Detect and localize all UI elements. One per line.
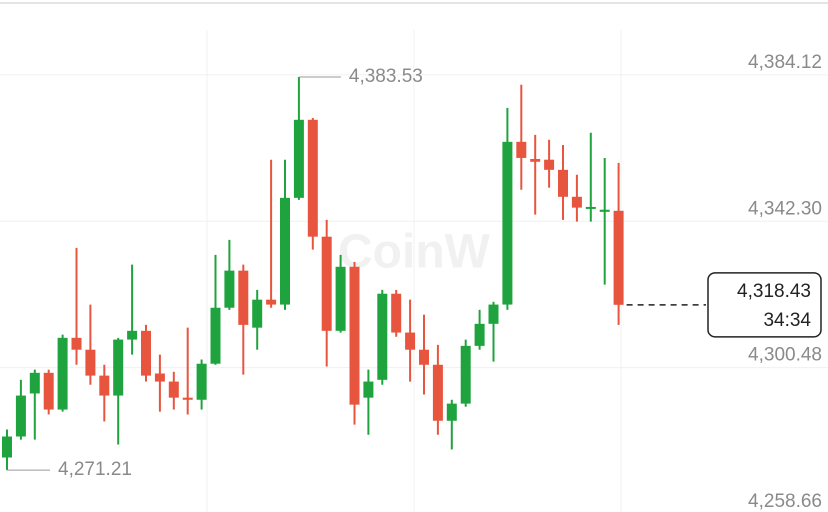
candle-body — [419, 349, 429, 365]
candle-body — [224, 270, 235, 308]
y-tick-label: 4,342.30 — [748, 198, 822, 219]
candle-body — [363, 381, 374, 398]
last-price-box — [707, 272, 822, 338]
candle-body — [15, 395, 26, 437]
candle-body — [85, 349, 96, 376]
candle-body — [502, 141, 513, 305]
max-marker-label: 4,383.53 — [349, 66, 423, 87]
candle-body — [196, 363, 207, 400]
candle-body — [571, 196, 582, 208]
candle-body — [446, 403, 457, 421]
candle-body — [71, 337, 82, 350]
candle-body — [335, 266, 346, 331]
candle-body — [599, 209, 610, 212]
candle-body — [29, 372, 40, 394]
candle-body — [113, 339, 124, 396]
candle-body — [127, 330, 138, 340]
candle-body — [585, 206, 596, 209]
last-price-label: 4,318.43 — [737, 281, 811, 302]
candle-body — [460, 345, 471, 404]
candle-body — [252, 299, 263, 328]
candle-body — [238, 270, 249, 325]
candle-body — [99, 375, 110, 396]
candle-body — [488, 304, 499, 324]
candle-body — [405, 332, 416, 350]
candle-body — [210, 307, 221, 364]
candle-body — [2, 436, 12, 458]
candle-body — [432, 364, 443, 421]
candle-body — [516, 141, 527, 158]
candle-body — [141, 330, 151, 376]
candle-body — [474, 323, 485, 346]
candle-body — [377, 293, 388, 380]
y-tick-label: 4,384.12 — [748, 52, 822, 73]
candle-body — [544, 159, 555, 170]
countdown: 34:34 — [763, 310, 811, 331]
candle-body — [391, 293, 402, 333]
candle-body — [154, 373, 165, 382]
candle-body — [321, 236, 332, 331]
candle-body — [43, 372, 54, 410]
candle-body — [182, 397, 193, 400]
candle-body — [558, 169, 568, 197]
candle-body — [168, 381, 179, 398]
y-tick-label: 4,300.48 — [748, 345, 822, 366]
candle-body — [57, 337, 68, 410]
candle-body — [293, 119, 304, 198]
candle-body — [613, 210, 624, 305]
candle-body — [307, 119, 318, 237]
watermark: CoinW — [338, 226, 491, 279]
candle-body — [280, 197, 290, 305]
min-marker-label: 4,271.21 — [58, 459, 132, 480]
candle-body — [266, 299, 277, 305]
candle-body — [530, 158, 541, 162]
y-tick-label: 4,258.66 — [748, 491, 822, 512]
candle-body — [349, 266, 360, 405]
